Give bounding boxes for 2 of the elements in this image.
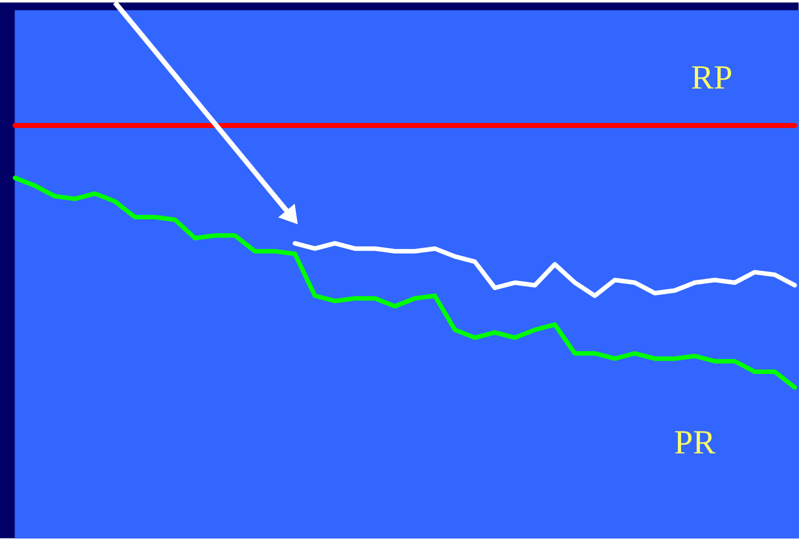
text: PR — [675, 431, 716, 454]
text: RP — [692, 66, 732, 89]
